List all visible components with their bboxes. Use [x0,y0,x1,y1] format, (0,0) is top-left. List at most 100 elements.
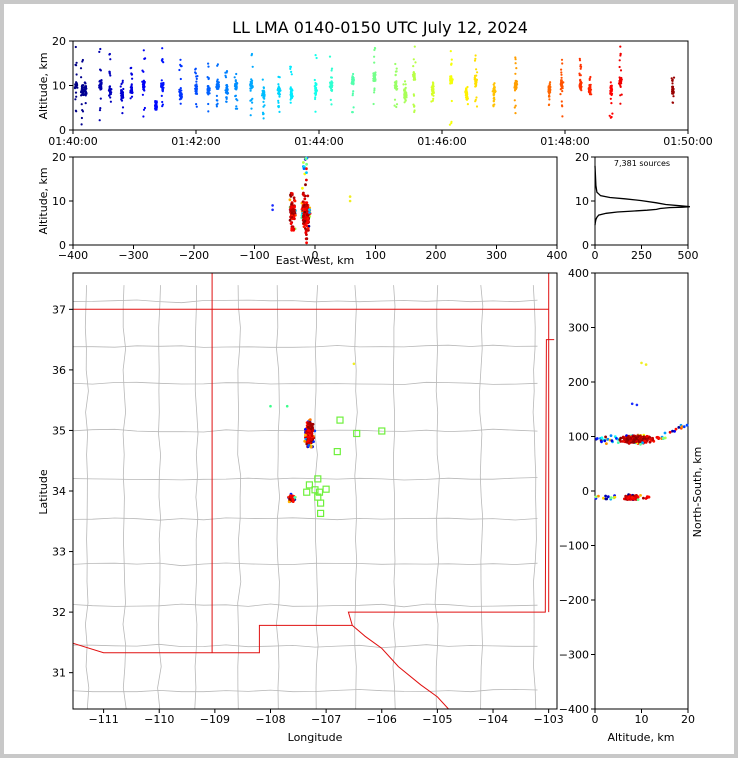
source-point [393,98,397,101]
source-point [314,83,317,86]
source-point [559,93,562,96]
source-point [305,233,308,237]
county-line [73,299,538,304]
source-point [632,435,635,438]
source-point [450,62,453,65]
source-point [514,58,517,61]
source-point [589,90,592,93]
source-point [81,87,84,90]
y-tick-label: 0 [59,124,66,137]
x-tick-label: 01:46:00 [417,135,466,148]
y-tick-label: 35 [52,424,66,437]
source-point [307,208,311,212]
source-point [645,495,649,499]
source-point [330,103,333,106]
x-tick-label: 400 [547,249,568,262]
altitude-xlabel: Altitude, km [607,731,674,744]
source-point [131,91,134,95]
source-point [474,57,477,60]
source-point [303,210,307,214]
source-point [619,69,623,72]
source-point [154,101,158,104]
eastwest-xlabel: East-West, km [276,254,354,267]
source-point [329,87,333,90]
source-point [250,83,253,86]
source-point [262,100,265,103]
source-point [373,87,376,90]
source-point [560,76,563,79]
source-point [465,88,468,91]
y-tick-label: 33 [52,546,66,559]
source-point [636,498,640,501]
x-tick-label: 300 [486,249,507,262]
source-point [261,111,265,114]
source-point [403,80,407,83]
source-point [161,58,164,61]
x-tick-label: 01:50:00 [663,135,712,148]
source-point [672,76,676,79]
source-point [278,93,282,96]
source-point [178,88,181,91]
x-tick-label: 01:44:00 [294,135,343,148]
source-point [609,496,613,500]
source-point [595,437,599,440]
source-point [304,157,308,161]
y-tick-label: −100 [559,540,589,553]
source-point [98,50,101,54]
source-point [277,92,280,95]
source-point [395,87,398,90]
county-line [73,517,538,521]
county-line [73,381,538,385]
source-point [215,94,218,97]
source-point [278,76,281,79]
source-point [83,81,86,84]
source-point [195,105,198,108]
source-point [671,87,675,90]
source-point [287,500,291,504]
source-point [131,77,134,80]
x-tick-label: 200 [426,249,447,262]
source-point [304,237,308,241]
source-point [315,56,318,60]
source-point [626,435,630,439]
source-point [513,106,516,109]
source-point [613,495,617,499]
source-point [250,78,253,81]
lma-station [314,475,322,483]
y-tick-label: 20 [52,35,66,48]
source-point [606,495,610,499]
source-point [466,85,469,89]
source-point [588,93,592,96]
source-point [161,88,165,91]
source-point [449,81,452,84]
source-point [351,75,354,78]
outlier-point [352,362,356,366]
source-point [474,54,477,57]
x-tick-label: −109 [200,713,230,726]
source-point [250,81,253,84]
source-point [602,496,605,500]
source-point [308,211,311,214]
source-point [493,96,496,99]
source-point [277,83,280,86]
source-point [179,102,182,105]
source-point [290,215,294,219]
source-point [85,92,88,95]
source-point [207,62,210,65]
source-point [414,61,417,64]
time-altitude-panel: 01:40:00 01:42:00 01:44:00 01:46:00 01:48:00… [37,35,713,148]
source-point [330,76,333,79]
source-point [651,436,654,440]
source-point [261,78,264,81]
source-point [609,91,612,94]
source-point [75,64,78,67]
source-point [290,227,294,230]
source-point [100,88,103,91]
source-point [633,438,636,442]
source-point [75,95,78,98]
outlier-point [271,208,274,212]
source-point [142,49,145,52]
y-tick-label: 0 [59,239,66,252]
source-point [302,161,305,164]
source-point [290,73,293,76]
